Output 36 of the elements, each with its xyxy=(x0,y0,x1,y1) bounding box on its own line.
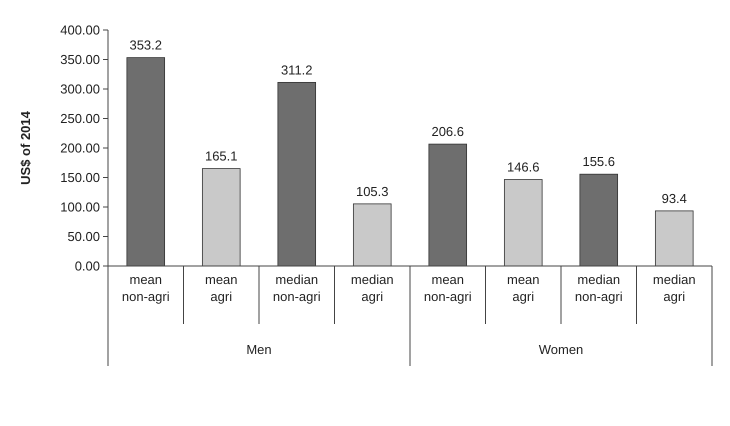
y-tick-label: 0.00 xyxy=(74,258,100,274)
y-axis-title: US$ of 2014 xyxy=(18,110,33,185)
data-label: 165.1 xyxy=(204,148,238,164)
data-label: 105.3 xyxy=(356,184,389,199)
x-tick-label: median agri xyxy=(350,272,394,304)
y-tick-label: 300.00 xyxy=(60,82,100,97)
y-tick-label: 200.00 xyxy=(60,140,100,156)
y-tick-label: 100.00 xyxy=(60,200,100,215)
x-tick-label: mean agri xyxy=(204,272,238,304)
data-label: 311.2 xyxy=(280,62,313,78)
bar xyxy=(504,179,543,266)
text: Women xyxy=(538,342,584,357)
y-tick-label: 50.00 xyxy=(67,229,100,244)
data-label: 353.2 xyxy=(129,38,162,53)
text: Men xyxy=(246,342,272,357)
bar xyxy=(428,144,468,266)
data-label: 155.6 xyxy=(582,154,616,170)
x-tick-label: median agri xyxy=(652,272,696,304)
y-tick-label: 400.00 xyxy=(60,22,100,38)
bar xyxy=(202,168,241,266)
bar xyxy=(352,203,392,266)
bar xyxy=(579,174,618,266)
y-tick-label: 150.00 xyxy=(60,170,100,186)
bar xyxy=(277,82,316,266)
x-tick-label: median non-agri xyxy=(272,272,321,304)
x-tick-label: mean non-agri xyxy=(424,272,472,304)
x-tick-label: mean non-agri xyxy=(122,272,170,304)
y-tick-label: 350.00 xyxy=(60,52,100,68)
data-label: 146.6 xyxy=(506,160,540,175)
x-tick-label: median non-agri xyxy=(574,272,623,304)
data-label: 93.4 xyxy=(662,190,687,206)
bar xyxy=(126,57,166,266)
data-label: 206.6 xyxy=(431,124,464,140)
bar xyxy=(654,210,694,266)
y-tick-label: 250.00 xyxy=(60,111,100,126)
x-tick-label: mean agri xyxy=(506,272,540,304)
